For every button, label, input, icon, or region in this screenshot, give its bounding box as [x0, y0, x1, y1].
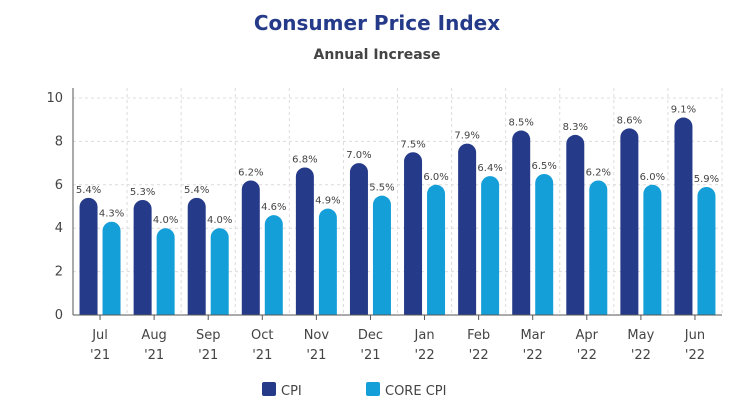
data-label-core-cpi: 6.0% — [423, 172, 448, 183]
bar-core-cpi[interactable] — [318, 208, 337, 315]
data-label-cpi: 9.1% — [671, 105, 696, 116]
bar-core-cpi[interactable] — [427, 184, 446, 315]
legend-swatch-core-cpi — [366, 382, 380, 396]
x-tick-month: Dec — [358, 328, 383, 343]
data-label-core-cpi: 4.0% — [207, 215, 232, 226]
legend-swatch-cpi — [262, 382, 276, 396]
data-label-cpi: 6.8% — [292, 154, 317, 165]
x-tick-year: '21 — [90, 348, 110, 363]
bar-cpi[interactable] — [79, 197, 98, 315]
x-tick-month: Oct — [251, 328, 273, 343]
y-tick-label: 6 — [55, 178, 63, 193]
x-tick-year: '21 — [144, 348, 164, 363]
bars — [79, 117, 716, 315]
x-tick-month: Apr — [576, 328, 599, 343]
y-tick-label: 8 — [55, 134, 63, 149]
legend-item-cpi[interactable]: CPI — [262, 382, 302, 399]
x-axis-ticks: Jul '21 Aug '21 Sep '21 Oct '21 Nov '21 Dec '21 Jan '… — [90, 328, 705, 363]
data-label-core-cpi: 4.3% — [99, 209, 124, 220]
bar-cpi[interactable] — [404, 152, 423, 315]
x-tick-year: '21 — [198, 348, 218, 363]
bar-cpi[interactable] — [241, 180, 260, 315]
data-label-core-cpi: 5.9% — [694, 174, 719, 185]
x-tick-year: '21 — [360, 348, 380, 363]
legend: CPI CORE CPI — [262, 382, 446, 399]
legend-item-core-cpi[interactable]: CORE CPI — [366, 382, 446, 399]
y-tick-label: 2 — [55, 265, 63, 280]
bar-cpi[interactable] — [133, 199, 152, 315]
data-label-cpi: 7.9% — [454, 131, 479, 142]
bar-core-cpi[interactable] — [372, 195, 391, 315]
bar-core-cpi[interactable] — [589, 180, 608, 315]
bar-cpi[interactable] — [512, 130, 531, 315]
chart-title: Consumer Price Index — [254, 11, 500, 35]
x-tick-month: Jan — [414, 328, 435, 343]
x-tick-month: Jun — [684, 328, 705, 343]
data-label-core-cpi: 4.6% — [261, 202, 286, 213]
bar-cpi[interactable] — [620, 128, 639, 315]
data-label-core-cpi: 6.2% — [586, 167, 611, 178]
data-label-core-cpi: 5.5% — [369, 183, 394, 194]
y-tick-label: 10 — [46, 91, 63, 106]
data-label-core-cpi: 4.9% — [315, 196, 340, 207]
bar-core-cpi[interactable] — [535, 173, 554, 315]
data-label-cpi: 6.2% — [238, 167, 263, 178]
data-label-cpi: 8.6% — [617, 115, 642, 126]
x-tick-month: Sep — [196, 328, 221, 343]
bar-core-cpi[interactable] — [156, 228, 175, 315]
bar-cpi[interactable] — [674, 117, 693, 315]
x-tick-month: Nov — [304, 328, 330, 343]
x-tick-month: Mar — [520, 328, 545, 343]
x-tick-year: '22 — [577, 348, 597, 363]
x-tick-year: '22 — [631, 348, 651, 363]
data-label-core-cpi: 6.5% — [532, 161, 557, 172]
legend-label-cpi: CPI — [281, 384, 302, 399]
data-label-cpi: 8.3% — [563, 122, 588, 133]
bar-core-cpi[interactable] — [697, 186, 716, 315]
data-label-core-cpi: 6.4% — [477, 163, 502, 174]
data-label-core-cpi: 4.0% — [153, 215, 178, 226]
bar-cpi[interactable] — [187, 197, 206, 315]
bar-cpi[interactable] — [295, 167, 314, 315]
bar-core-cpi[interactable] — [643, 184, 662, 315]
bar-cpi[interactable] — [566, 134, 585, 315]
x-tick-month: May — [627, 328, 654, 343]
bar-core-cpi[interactable] — [210, 228, 229, 315]
x-tick-year: '22 — [685, 348, 705, 363]
x-tick-month: Feb — [467, 328, 490, 343]
x-tick-year: '22 — [523, 348, 543, 363]
bar-core-cpi[interactable] — [102, 221, 121, 315]
data-label-cpi: 7.0% — [346, 150, 371, 161]
bar-core-cpi[interactable] — [481, 176, 500, 315]
data-label-cpi: 5.3% — [130, 187, 155, 198]
x-tick-year: '22 — [469, 348, 489, 363]
data-label-core-cpi: 6.0% — [640, 172, 665, 183]
y-axis-ticks: 0 2 4 6 8 10 — [46, 91, 63, 323]
legend-label-core-cpi: CORE CPI — [385, 384, 446, 399]
axes — [72, 88, 722, 320]
x-tick-year: '21 — [306, 348, 326, 363]
bar-cpi[interactable] — [349, 163, 368, 315]
bar-core-cpi[interactable] — [264, 215, 283, 315]
data-label-cpi: 5.4% — [76, 185, 101, 196]
y-tick-label: 0 — [55, 308, 63, 323]
data-label-cpi: 8.5% — [509, 118, 534, 129]
y-tick-label: 4 — [55, 221, 63, 236]
x-tick-year: '22 — [414, 348, 434, 363]
bar-cpi[interactable] — [458, 143, 477, 315]
x-tick-month: Aug — [141, 328, 166, 343]
data-label-cpi: 5.4% — [184, 185, 209, 196]
data-label-cpi: 7.5% — [400, 139, 425, 150]
x-tick-year: '21 — [252, 348, 272, 363]
chart-subtitle: Annual Increase — [313, 47, 440, 63]
x-tick-month: Jul — [91, 328, 108, 343]
data-labels: 5.4% 4.3% 5.3% 4.0% 5.4% 4.0% 6.2% 4.6% 6.8% 4.9%… — [76, 105, 719, 227]
